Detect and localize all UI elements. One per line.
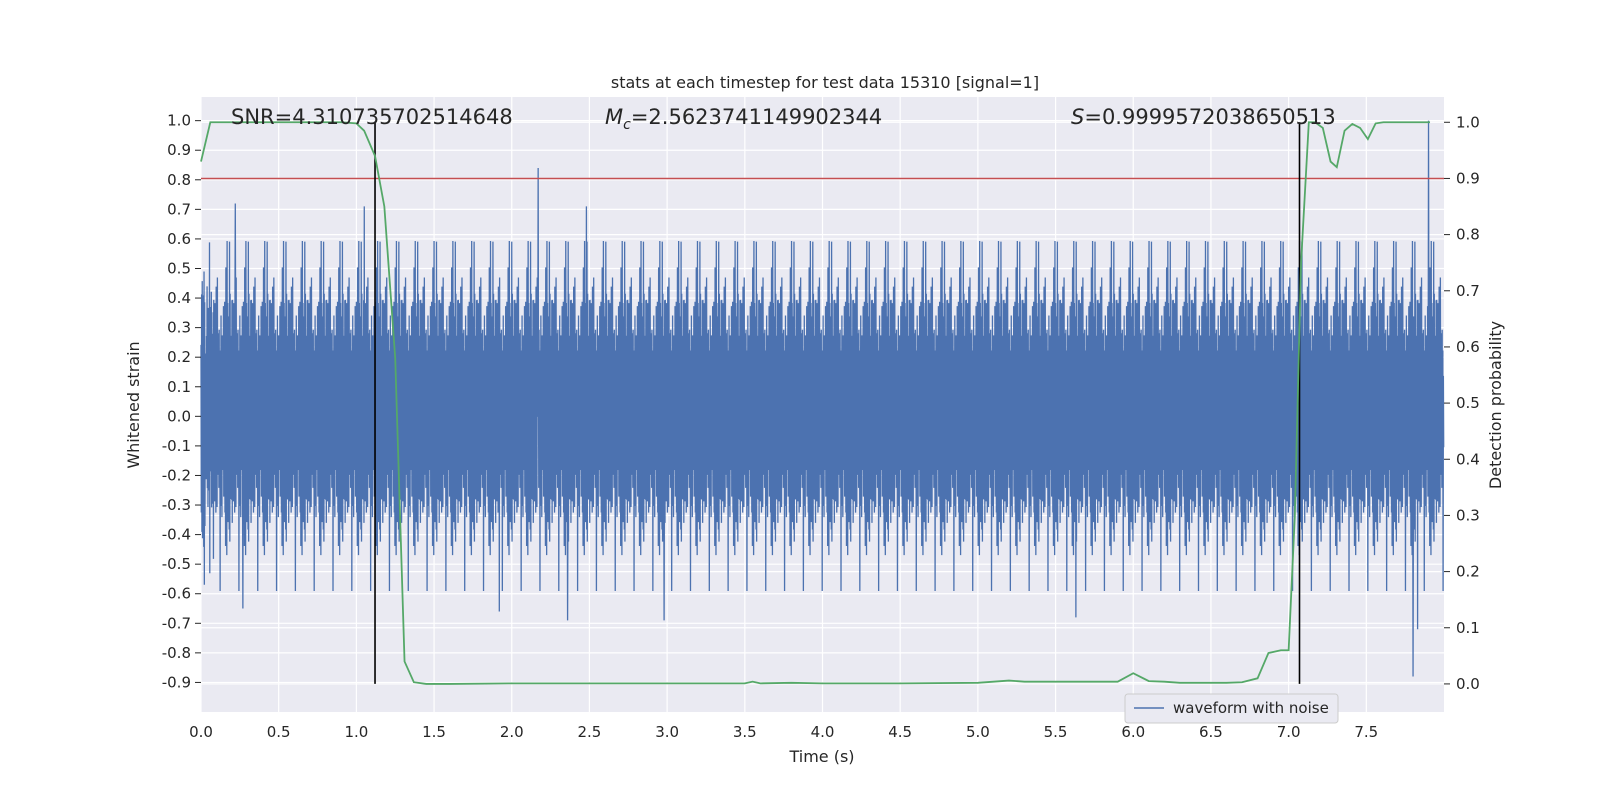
waveform-series — [200, 120, 1445, 677]
y-left-tick-label: 1.0 — [167, 112, 191, 130]
y-right-tick-label: 0.3 — [1456, 506, 1480, 524]
y-left-tick-label: 0.3 — [167, 319, 191, 337]
x-tick-label: 0.5 — [267, 723, 291, 741]
chart-title: stats at each timestep for test data 153… — [611, 73, 1039, 92]
score-symbol: S — [1071, 105, 1084, 129]
legend: waveform with noise — [1124, 693, 1339, 724]
y-left-tick-label: 0.4 — [167, 289, 191, 307]
probability-series — [200, 121, 1431, 685]
x-tick-label: 7.5 — [1354, 723, 1378, 741]
legend-label: waveform with noise — [1173, 699, 1329, 717]
snr-annotation: SNR=4.310735702514648 — [231, 105, 513, 129]
y-left-tick-label: 0.9 — [167, 141, 191, 159]
score-annotation: S=0.9999572038650513 — [1071, 105, 1336, 129]
x-tick-label: 3.5 — [733, 723, 757, 741]
y-left-tick-label: 0.5 — [167, 259, 191, 277]
y-right-tick-label: 0.5 — [1456, 394, 1480, 412]
y-left-tick-label: 0.0 — [167, 407, 191, 425]
y-left-tick-label: -0.4 — [162, 526, 191, 544]
x-tick-label: 2.0 — [500, 723, 524, 741]
x-tick-label: 6.5 — [1199, 723, 1223, 741]
x-tick-label: 7.0 — [1277, 723, 1301, 741]
x-tick-label: 2.5 — [578, 723, 602, 741]
x-tick-label: 1.0 — [344, 723, 368, 741]
y-left-tick-label: -0.8 — [162, 644, 191, 662]
x-tick-label: 5.5 — [1044, 723, 1068, 741]
y-right-tick-label: 0.2 — [1456, 563, 1480, 581]
waveform-line — [200, 120, 1445, 677]
y-right-tick-label: 0.8 — [1456, 226, 1480, 244]
y-axis-left-label: Whitened strain — [124, 341, 143, 468]
y-left-tick-label: -0.1 — [162, 437, 191, 455]
y-left-tick-label: -0.2 — [162, 466, 191, 484]
x-tick-label: 3.0 — [655, 723, 679, 741]
y-left-tick-label: -0.6 — [162, 585, 191, 603]
chirp-mass-symbol: M — [605, 105, 623, 129]
y-axis-left-ticks: -0.9 -0.8 -0.7 -0.6 -0.5 -0.4 -0.3 -0.2 -0.1 0.0 0… — [162, 112, 201, 691]
y-left-tick-label: -0.9 — [162, 673, 191, 691]
y-left-tick-label: 0.1 — [167, 378, 191, 396]
y-right-tick-label: 0.9 — [1456, 169, 1480, 187]
y-axis-right-label: Detection probability — [1486, 321, 1505, 489]
probability-line — [200, 121, 1431, 685]
x-tick-label: 4.5 — [888, 723, 912, 741]
x-tick-label: 6.0 — [1121, 723, 1145, 741]
y-left-tick-label: 0.2 — [167, 348, 191, 366]
y-axis-right-ticks: 0.0 0.1 0.2 0.3 0.4 0.5 0.6 0.7 0.8 0.9 1.0 — [1444, 113, 1480, 693]
y-right-tick-label: 0.1 — [1456, 619, 1480, 637]
y-left-tick-label: 0.7 — [167, 200, 191, 218]
y-right-tick-label: 0.6 — [1456, 338, 1480, 356]
score-value: =0.9999572038650513 — [1084, 105, 1335, 129]
x-tick-label: 1.5 — [422, 723, 446, 741]
chirp-mass-annotation: Mc=2.5623741149902344 — [605, 105, 882, 133]
x-tick-label: 4.0 — [811, 723, 835, 741]
y-left-tick-label: 0.8 — [167, 171, 191, 189]
vertical-markers — [374, 122, 1301, 684]
legend-box — [1124, 693, 1339, 724]
x-axis-ticks: 0.0 0.5 1.0 1.5 2.0 2.5 3.0 3.5 4.0 4.5 5.0 5.5 6.0 6… — [189, 723, 1378, 741]
y-right-tick-label: 0.4 — [1456, 450, 1480, 468]
chirp-mass-value: =2.5623741149902344 — [631, 105, 882, 129]
chirp-mass-subscript: c — [623, 117, 631, 133]
y-right-tick-label: 0.0 — [1456, 675, 1480, 693]
y-left-tick-label: -0.7 — [162, 614, 191, 632]
y-right-tick-label: 1.0 — [1456, 113, 1480, 131]
y-left-tick-label: -0.5 — [162, 555, 191, 573]
y-left-tick-label: -0.3 — [162, 496, 191, 514]
y-left-tick-label: 0.6 — [167, 230, 191, 248]
x-tick-label: 5.0 — [966, 723, 990, 741]
x-axis-label: Time (s) — [788, 747, 854, 766]
y-right-tick-label: 0.7 — [1456, 282, 1480, 300]
x-tick-label: 0.0 — [189, 723, 213, 741]
